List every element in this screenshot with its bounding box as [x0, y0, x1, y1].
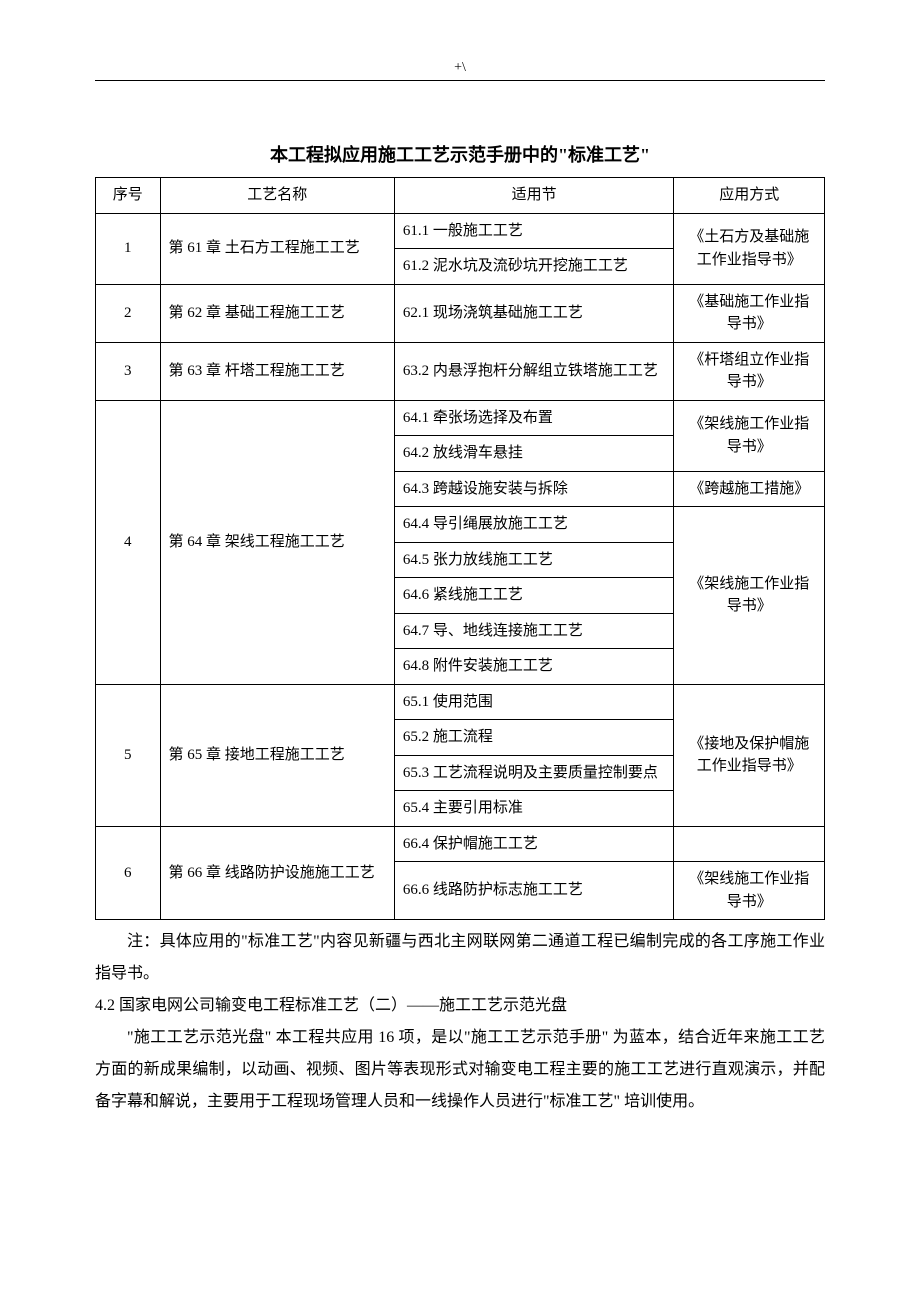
col-use: 应用方式: [674, 178, 825, 214]
col-name: 工艺名称: [160, 178, 394, 214]
cell-use: [674, 826, 825, 862]
cell-no: 4: [96, 400, 161, 684]
cell-use: 《土石方及基础施工作业指导书》: [674, 213, 825, 284]
header-mark: +\: [95, 60, 825, 76]
table-row: 6 第 66 章 线路防护设施施工工艺 66.4 保护帽施工工艺: [96, 826, 825, 862]
col-no: 序号: [96, 178, 161, 214]
page: +\ 本工程拟应用施工工艺示范手册中的"标准工艺" 序号 工艺名称 适用节 应用…: [0, 0, 920, 1302]
cell-use: 《跨越施工措施》: [674, 471, 825, 507]
note-paragraph: 注：具体应用的"标准工艺"内容见新疆与西北主网联网第二通道工程已编制完成的各工序…: [95, 926, 825, 990]
table-row: 2 第 62 章 基础工程施工工艺 62.1 现场浇筑基础施工工艺 《基础施工作…: [96, 284, 825, 342]
cell-item: 64.6 紧线施工工艺: [394, 578, 674, 614]
cell-item: 66.6 线路防护标志施工工艺: [394, 862, 674, 920]
section-heading: 4.2 国家电网公司输变电工程标准工艺（二）——施工工艺示范光盘: [95, 990, 825, 1022]
section-paragraph: "施工工艺示范光盘" 本工程共应用 16 项，是以"施工工艺示范手册" 为蓝本，…: [95, 1022, 825, 1118]
standards-table: 序号 工艺名称 适用节 应用方式 1 第 61 章 土石方工程施工工艺 61.1…: [95, 177, 825, 920]
table-row: 3 第 63 章 杆塔工程施工工艺 63.2 内悬浮抱杆分解组立铁塔施工工艺 《…: [96, 342, 825, 400]
table-row: 5 第 65 章 接地工程施工工艺 65.1 使用范围 《接地及保护帽施工作业指…: [96, 684, 825, 720]
cell-item: 64.5 张力放线施工工艺: [394, 542, 674, 578]
cell-no: 1: [96, 213, 161, 284]
cell-no: 3: [96, 342, 161, 400]
cell-name: 第 66 章 线路防护设施施工工艺: [160, 826, 394, 920]
cell-use: 《接地及保护帽施工作业指导书》: [674, 684, 825, 826]
cell-no: 5: [96, 684, 161, 826]
cell-no: 2: [96, 284, 161, 342]
cell-item: 63.2 内悬浮抱杆分解组立铁塔施工工艺: [394, 342, 674, 400]
table-title: 本工程拟应用施工工艺示范手册中的"标准工艺": [95, 141, 825, 167]
cell-item: 64.2 放线滑车悬挂: [394, 436, 674, 472]
cell-item: 64.3 跨越设施安装与拆除: [394, 471, 674, 507]
cell-item: 66.4 保护帽施工工艺: [394, 826, 674, 862]
cell-use: 《架线施工作业指导书》: [674, 507, 825, 685]
cell-item: 64.1 牵张场选择及布置: [394, 400, 674, 436]
cell-name: 第 65 章 接地工程施工工艺: [160, 684, 394, 826]
cell-item: 65.4 主要引用标准: [394, 791, 674, 827]
cell-item: 65.3 工艺流程说明及主要质量控制要点: [394, 755, 674, 791]
cell-item: 64.4 导引绳展放施工工艺: [394, 507, 674, 543]
table-row: 4 第 64 章 架线工程施工工艺 64.1 牵张场选择及布置 《架线施工作业指…: [96, 400, 825, 436]
cell-name: 第 62 章 基础工程施工工艺: [160, 284, 394, 342]
cell-use: 《杆塔组立作业指导书》: [674, 342, 825, 400]
body-text: 注：具体应用的"标准工艺"内容见新疆与西北主网联网第二通道工程已编制完成的各工序…: [95, 926, 825, 1118]
cell-name: 第 63 章 杆塔工程施工工艺: [160, 342, 394, 400]
cell-item: 64.8 附件安装施工工艺: [394, 649, 674, 685]
table-row: 1 第 61 章 土石方工程施工工艺 61.1 一般施工工艺 《土石方及基础施工…: [96, 213, 825, 249]
cell-use: 《基础施工作业指导书》: [674, 284, 825, 342]
cell-use: 《架线施工作业指导书》: [674, 400, 825, 471]
cell-item: 65.2 施工流程: [394, 720, 674, 756]
col-item: 适用节: [394, 178, 674, 214]
cell-item: 64.7 导、地线连接施工工艺: [394, 613, 674, 649]
cell-item: 61.2 泥水坑及流砂坑开挖施工工艺: [394, 249, 674, 285]
table-header-row: 序号 工艺名称 适用节 应用方式: [96, 178, 825, 214]
cell-name: 第 61 章 土石方工程施工工艺: [160, 213, 394, 284]
cell-name: 第 64 章 架线工程施工工艺: [160, 400, 394, 684]
cell-use: 《架线施工作业指导书》: [674, 862, 825, 920]
cell-item: 61.1 一般施工工艺: [394, 213, 674, 249]
cell-item: 65.1 使用范围: [394, 684, 674, 720]
cell-item: 62.1 现场浇筑基础施工工艺: [394, 284, 674, 342]
header-rule: [95, 80, 825, 81]
cell-no: 6: [96, 826, 161, 920]
